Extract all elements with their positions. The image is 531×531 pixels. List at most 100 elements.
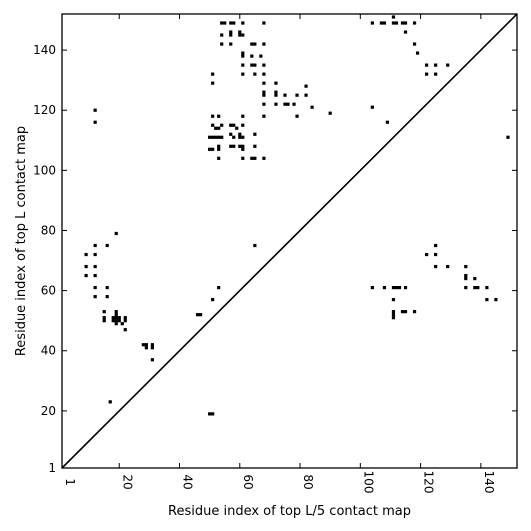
contact-point (262, 90, 266, 94)
contact-point (446, 264, 450, 269)
contact-point (464, 273, 468, 278)
contact-point (253, 243, 257, 248)
contact-point (494, 298, 498, 302)
contact-point (214, 126, 218, 130)
contact-point (220, 21, 224, 25)
contact-point (217, 147, 221, 151)
contact-point (211, 147, 215, 151)
contact-point (229, 123, 233, 127)
contact-point (274, 90, 278, 94)
contact-point (241, 54, 245, 58)
contact-point (144, 343, 148, 347)
contact-point (93, 108, 97, 112)
plot-frame (61, 13, 518, 469)
contact-point (102, 310, 106, 314)
contact-point (250, 63, 254, 67)
x-axis-title: Residue index of top L/5 contact map (168, 504, 411, 519)
contact-point (286, 102, 290, 106)
contact-points (84, 15, 510, 416)
contact-point (403, 286, 408, 290)
y-tick-label: 40 (41, 344, 56, 358)
contact-point (93, 252, 97, 257)
contact-point (370, 21, 374, 25)
contact-point (232, 135, 236, 139)
contact-point (123, 319, 127, 323)
x-tick-label: 80 (301, 474, 315, 489)
contact-point (304, 84, 308, 88)
contact-point (150, 343, 154, 347)
contact-point (229, 42, 233, 46)
contact-point (403, 310, 408, 314)
contact-point (425, 63, 429, 67)
contact-point (114, 231, 118, 236)
contact-point (105, 243, 109, 248)
contact-point (217, 144, 221, 148)
contact-point (385, 120, 390, 124)
contact-point (241, 72, 245, 76)
contact-point (150, 346, 154, 350)
contact-point (93, 286, 97, 290)
contact-point (434, 264, 438, 269)
contact-point (464, 276, 468, 281)
contact-point (199, 313, 203, 317)
contact-point (485, 286, 489, 290)
contact-point (241, 123, 245, 127)
contact-point (123, 328, 127, 332)
contact-point (274, 81, 278, 85)
contact-point (259, 54, 263, 58)
contact-point (211, 72, 215, 76)
contact-point (262, 156, 266, 160)
contact-point (274, 93, 278, 97)
contact-point (211, 135, 215, 139)
contact-point (391, 21, 396, 25)
x-tick-label: 40 (181, 474, 195, 489)
contact-point (415, 51, 420, 55)
contact-point (93, 264, 97, 269)
contact-point (434, 243, 438, 248)
contact-point (382, 21, 387, 25)
y-tick-label: 80 (41, 223, 56, 237)
contact-point (292, 102, 296, 106)
contact-point (229, 21, 233, 25)
contact-point (253, 132, 257, 136)
contact-point (262, 102, 266, 106)
contact-point (262, 21, 266, 25)
contact-point (412, 310, 417, 314)
contact-point (232, 123, 236, 127)
contact-point (241, 135, 245, 139)
contact-point (241, 114, 245, 118)
contact-point (241, 51, 245, 55)
contact-point (370, 286, 374, 290)
contact-point (241, 21, 245, 25)
x-tick-label: 1 (63, 478, 77, 486)
contact-point (391, 298, 396, 302)
contact-point (114, 322, 118, 326)
contact-point (217, 126, 221, 130)
y-axis-title: Residue index of top L contact map (14, 126, 29, 356)
contact-point (253, 144, 257, 148)
contact-point (238, 30, 242, 34)
diagonal-line (61, 13, 518, 469)
contact-point (211, 412, 215, 416)
contact-point (253, 156, 257, 160)
contact-point (220, 42, 224, 46)
contact-point (141, 343, 145, 347)
contact-point (208, 135, 212, 139)
contact-point (262, 93, 266, 97)
contact-point (217, 286, 221, 290)
contact-point (223, 21, 227, 25)
x-tick-label: 20 (120, 474, 134, 489)
contact-point (464, 286, 468, 290)
x-axis-ticks: 1 20 40 60 80 100 120 140 (61, 14, 496, 493)
contact-point (105, 286, 109, 290)
contact-point (412, 42, 417, 46)
contact-point (229, 33, 233, 37)
contact-point (217, 135, 221, 139)
contact-point (84, 264, 88, 269)
contact-point (253, 72, 257, 76)
contact-point (379, 21, 384, 25)
contact-point (117, 319, 121, 323)
contact-point (217, 114, 221, 118)
contact-point (506, 135, 510, 139)
contact-point (283, 93, 287, 97)
